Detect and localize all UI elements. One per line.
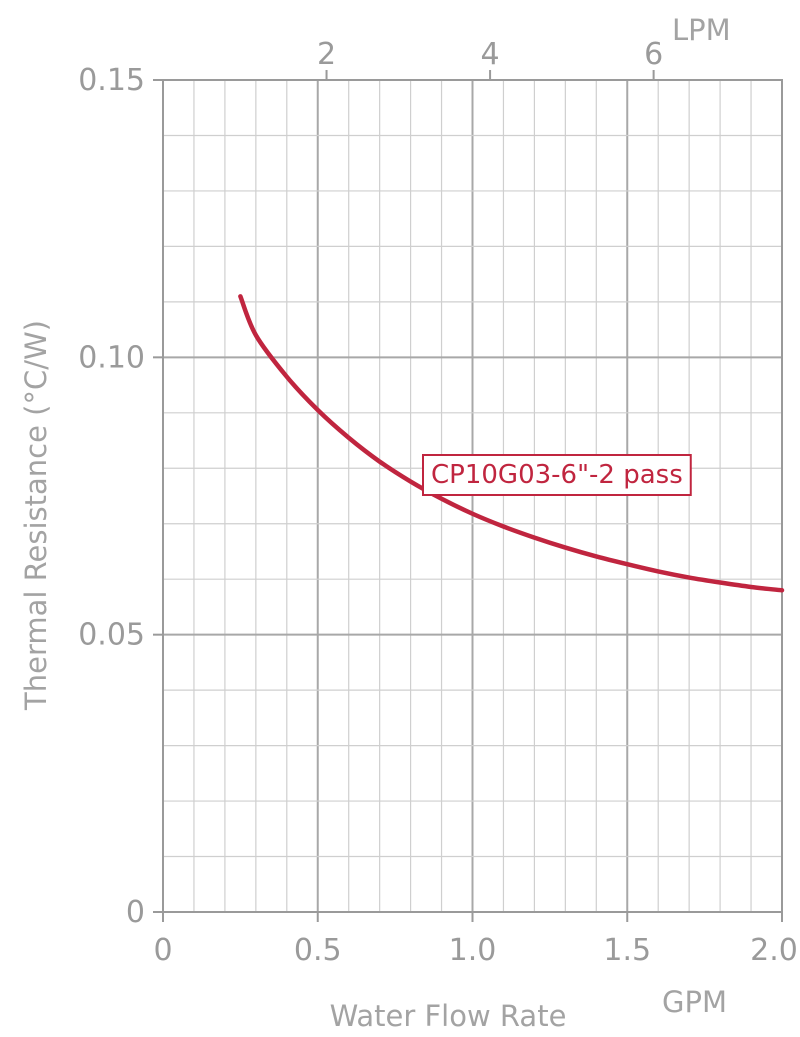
y-tick-label: 0.15 — [78, 63, 145, 98]
y-tick-label: 0.05 — [78, 618, 145, 653]
top-axis-unit: LPM — [672, 13, 731, 47]
series-label: CP10G03-6"-2 pass — [431, 460, 683, 490]
y-tick-label: 0.10 — [78, 340, 145, 375]
x-tick-label: 2.0 — [750, 933, 798, 968]
y-axis-ticks: 0 0.05 0.10 0.15 — [78, 63, 163, 930]
x-tick-label: 1.5 — [603, 933, 651, 968]
y-axis-title: Thermal Resistance (°C/W) — [19, 320, 53, 711]
series-layer — [238, 294, 785, 593]
y-tick-label: 0 — [126, 895, 145, 930]
x-axis-title: Water Flow Rate — [330, 999, 567, 1033]
x-axis-unit: GPM — [662, 985, 727, 1019]
x-tick-label: 0.5 — [294, 933, 342, 968]
top-tick-label: 6 — [644, 37, 663, 72]
top-tick-label: 4 — [481, 37, 500, 72]
top-axis-ticks: 2 4 6 — [317, 37, 663, 80]
x-tick-label: 1.0 — [449, 933, 497, 968]
top-tick-label: 2 — [317, 37, 336, 72]
series-line — [238, 294, 785, 593]
x-axis-ticks: 0 0.5 1.0 1.5 2.0 — [153, 912, 798, 968]
series-label-box: CP10G03-6"-2 pass — [422, 454, 692, 496]
x-tick-label: 0 — [153, 933, 172, 968]
